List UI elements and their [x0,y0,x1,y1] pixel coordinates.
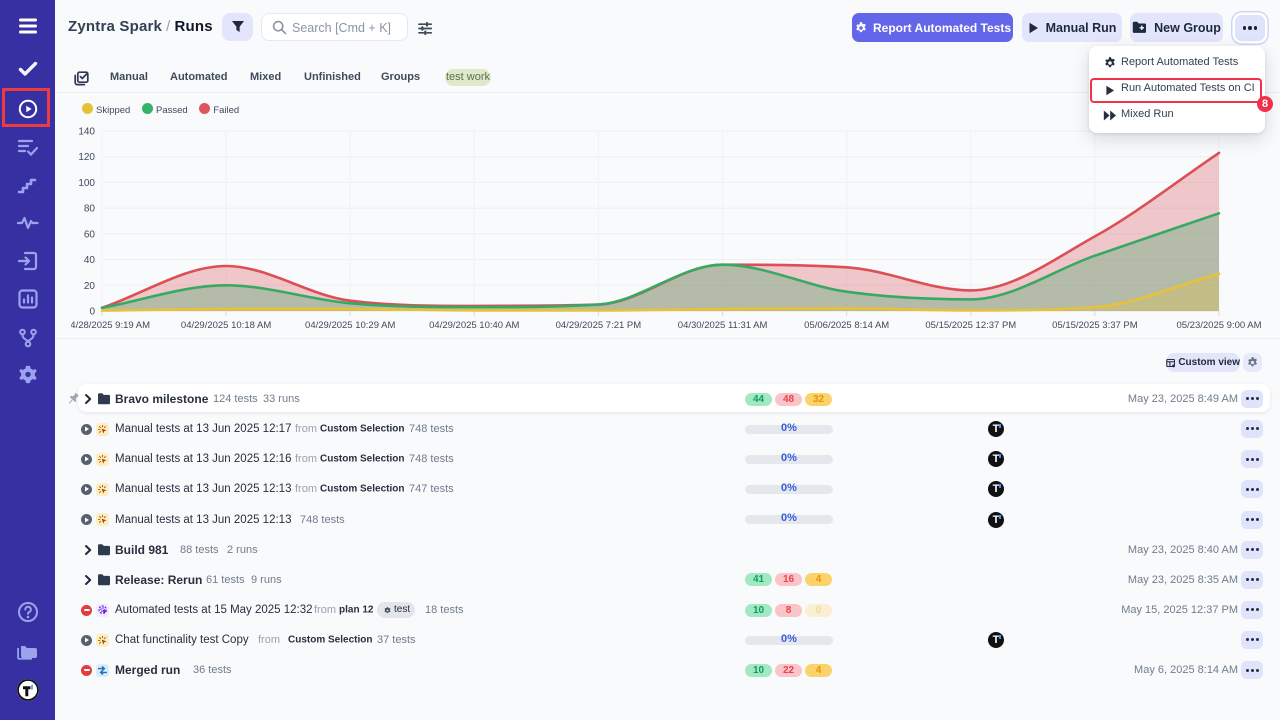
svg-text:04/29/2025 10:29 AM: 04/29/2025 10:29 AM [305,320,395,331]
svg-text:20: 20 [84,281,96,292]
svg-text:04/29/2025 10:18 AM: 04/29/2025 10:18 AM [181,320,271,331]
svg-text:05/06/2025 8:14 AM: 05/06/2025 8:14 AM [804,320,889,331]
svg-text:40: 40 [84,255,96,266]
svg-text:0: 0 [89,307,95,318]
svg-text:120: 120 [78,152,95,163]
svg-text:05/15/2025 12:37 PM: 05/15/2025 12:37 PM [925,320,1016,331]
svg-text:80: 80 [84,204,96,215]
svg-text:04/28/2025 9:19 AM: 04/28/2025 9:19 AM [71,320,150,331]
svg-text:04/30/2025 11:31 AM: 04/30/2025 11:31 AM [678,320,768,331]
svg-text:05/23/2025 9:00 AM: 05/23/2025 9:00 AM [1176,320,1261,331]
svg-text:04/29/2025 10:40 AM: 04/29/2025 10:40 AM [429,320,519,331]
svg-text:100: 100 [78,178,95,189]
svg-text:05/15/2025 3:37 PM: 05/15/2025 3:37 PM [1052,320,1138,331]
svg-text:140: 140 [78,127,95,138]
svg-text:04/29/2025 7:21 PM: 04/29/2025 7:21 PM [556,320,642,331]
svg-text:60: 60 [84,229,96,240]
